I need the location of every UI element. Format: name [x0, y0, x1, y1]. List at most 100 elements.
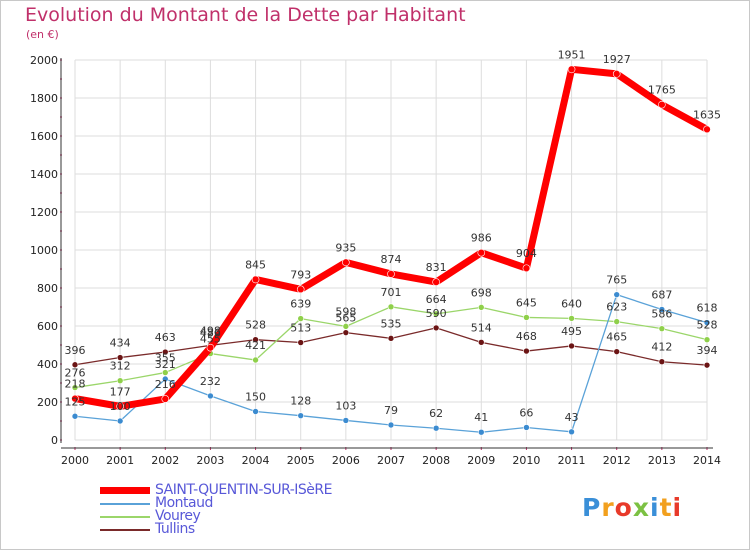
data-point-vourey — [658, 325, 666, 332]
data-point-vourey — [703, 336, 711, 343]
data-label-saint-quentin-sur-is-re: 935 — [335, 241, 356, 254]
data-point-montaud — [161, 375, 169, 383]
data-point-vourey — [71, 384, 79, 391]
data-label-saint-quentin-sur-is-re: 874 — [381, 253, 402, 266]
data-point-vourey — [342, 323, 350, 330]
y-tick-label: 1600 — [30, 130, 58, 143]
data-label-vourey: 598 — [335, 305, 356, 318]
data-point-saint-quentin-sur-is-re — [206, 343, 215, 352]
data-label-tullins: 468 — [516, 330, 537, 343]
x-tick-label: 2001 — [106, 454, 134, 467]
data-label-vourey: 312 — [110, 360, 131, 373]
data-label-vourey: 698 — [471, 286, 492, 299]
x-tick-label: 2003 — [196, 454, 224, 467]
data-label-saint-quentin-sur-is-re: 845 — [245, 258, 266, 271]
data-point-montaud — [342, 417, 350, 424]
data-label-montaud: 41 — [474, 411, 488, 424]
x-tick-label: 2012 — [603, 454, 631, 467]
data-point-vourey — [432, 310, 440, 318]
data-label-tullins: 528 — [245, 319, 266, 332]
data-point-saint-quentin-sur-is-re — [342, 258, 350, 267]
y-tick-label: 1000 — [30, 244, 58, 257]
data-label-saint-quentin-sur-is-re: 486 — [200, 327, 221, 340]
y-tick-label: 0 — [51, 434, 58, 447]
data-label-tullins: 590 — [426, 307, 447, 320]
data-label-tullins: 495 — [561, 325, 582, 338]
data-point-tullins — [252, 336, 259, 343]
data-point-tullins — [568, 342, 575, 350]
data-point-tullins — [71, 361, 79, 369]
x-tick-label: 2009 — [467, 454, 495, 467]
y-tick-label: 1200 — [30, 206, 58, 219]
data-label-montaud: 150 — [245, 391, 266, 404]
x-tick-label: 2013 — [648, 454, 676, 467]
data-point-vourey — [252, 356, 259, 364]
data-label-tullins: 513 — [290, 322, 311, 335]
data-point-montaud — [297, 412, 305, 419]
data-point-saint-quentin-sur-is-re — [296, 285, 305, 294]
data-point-tullins — [116, 354, 124, 361]
y-tick-label: 600 — [37, 320, 58, 333]
data-point-tullins — [297, 339, 305, 346]
data-point-saint-quentin-sur-is-re — [161, 395, 170, 403]
data-label-saint-quentin-sur-is-re: 986 — [471, 232, 492, 245]
data-point-montaud — [387, 421, 395, 429]
data-label-saint-quentin-sur-is-re: 216 — [155, 378, 176, 391]
data-label-vourey: 664 — [426, 293, 447, 306]
data-point-montaud — [523, 424, 530, 431]
data-label-vourey: 640 — [561, 297, 582, 310]
data-point-saint-quentin-sur-is-re — [477, 248, 486, 257]
data-point-saint-quentin-sur-is-re — [387, 270, 395, 278]
data-label-montaud: 128 — [290, 395, 311, 408]
x-tick-label: 2000 — [61, 454, 89, 467]
data-label-montaud: 79 — [384, 404, 398, 417]
legend-swatch-montaud — [100, 503, 150, 505]
data-point-montaud — [71, 412, 79, 420]
data-point-saint-quentin-sur-is-re — [432, 278, 440, 286]
data-point-saint-quentin-sur-is-re — [71, 394, 79, 403]
data-label-vourey: 701 — [381, 286, 402, 299]
data-point-saint-quentin-sur-is-re — [116, 402, 124, 411]
data-label-tullins: 396 — [65, 344, 86, 357]
x-tick-label: 2010 — [512, 454, 540, 467]
data-label-saint-quentin-sur-is-re: 793 — [290, 268, 311, 281]
data-point-montaud — [252, 408, 259, 415]
data-label-vourey: 276 — [65, 367, 86, 380]
chart-title: Evolution du Montant de la Dette par Hab… — [25, 4, 466, 26]
data-point-tullins — [703, 361, 711, 369]
y-tick-label: 800 — [37, 282, 58, 295]
data-label-tullins: 498 — [200, 324, 221, 337]
data-label-saint-quentin-sur-is-re: 1927 — [603, 53, 631, 66]
data-label-saint-quentin-sur-is-re: 1765 — [648, 84, 676, 97]
data-label-montaud: 62 — [429, 407, 443, 420]
data-point-saint-quentin-sur-is-re — [567, 65, 576, 74]
data-label-saint-quentin-sur-is-re: 1951 — [558, 48, 586, 61]
y-tick-label: 1400 — [30, 168, 58, 181]
data-label-tullins: 412 — [651, 341, 672, 354]
data-label-tullins: 434 — [110, 337, 131, 350]
data-label-vourey: 623 — [606, 301, 627, 314]
data-point-montaud — [477, 428, 485, 436]
data-point-saint-quentin-sur-is-re — [658, 100, 666, 109]
x-tick-label: 2008 — [422, 454, 450, 467]
line-chart: 0 200 400 600 800 1000 1200 1400 1600 1800 2000 200… — [30, 48, 721, 467]
data-label-saint-quentin-sur-is-re: 904 — [516, 247, 537, 260]
data-label-montaud: 100 — [110, 400, 131, 413]
data-point-montaud — [207, 392, 214, 400]
data-label-vourey: 528 — [697, 319, 718, 332]
data-point-saint-quentin-sur-is-re — [612, 70, 621, 78]
x-tick-label: 2006 — [332, 454, 360, 467]
data-point-montaud — [568, 428, 575, 436]
data-label-saint-quentin-sur-is-re: 218 — [65, 378, 86, 391]
legend-label-saint-quentin-sur-is-re: SAINT-QUENTIN-SUR-ISèRE — [155, 482, 333, 498]
x-tick-label: 2014 — [693, 454, 721, 467]
data-point-tullins — [342, 329, 350, 336]
data-point-tullins — [523, 347, 530, 355]
data-point-vourey — [477, 304, 485, 311]
data-point-tullins — [613, 348, 621, 355]
data-label-tullins: 514 — [471, 321, 492, 334]
data-point-montaud — [658, 306, 666, 313]
data-label-montaud: 125 — [65, 395, 86, 408]
axes: 0 200 400 600 800 1000 1200 1400 1600 1800 2000 200… — [30, 54, 721, 467]
